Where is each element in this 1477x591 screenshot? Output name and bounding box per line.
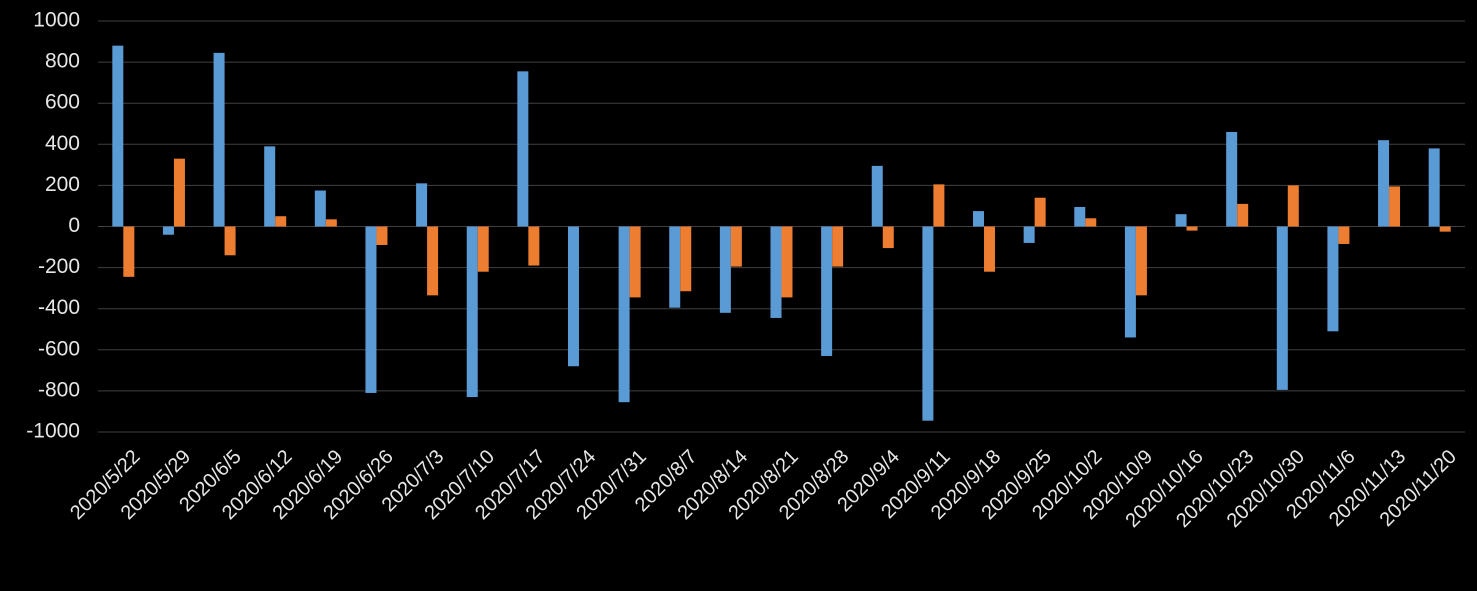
- y-tick-label: -600: [38, 337, 80, 360]
- bar: [477, 226, 489, 272]
- bar: [1124, 226, 1136, 338]
- bar: [669, 226, 681, 308]
- bar: [821, 226, 833, 356]
- bar: [973, 211, 985, 227]
- bar: [1428, 148, 1440, 227]
- bar: [162, 226, 174, 235]
- bar: [213, 52, 225, 227]
- y-tick-label: -200: [38, 255, 80, 278]
- y-tick-label: -1000: [26, 420, 80, 443]
- bar: [264, 146, 276, 227]
- bar: [1034, 197, 1046, 227]
- bar: [730, 226, 742, 267]
- bar: [832, 226, 844, 267]
- bar: [517, 71, 529, 227]
- y-tick-label: 200: [45, 173, 80, 196]
- bar: [1327, 226, 1339, 332]
- bar: [770, 226, 782, 318]
- bar: [112, 45, 124, 227]
- bar: [871, 165, 883, 227]
- y-tick-label: -400: [38, 296, 80, 319]
- bar: [882, 226, 894, 249]
- bar: [719, 226, 731, 313]
- y-tick-label: -800: [38, 378, 80, 401]
- bar: [1226, 131, 1238, 227]
- y-tick-label: 0: [68, 214, 80, 237]
- bar: [1085, 218, 1097, 227]
- bar: [173, 158, 185, 227]
- bar: [1135, 226, 1147, 296]
- y-tick-label: 1000: [33, 9, 80, 32]
- bar: [618, 226, 630, 403]
- bar: [1276, 226, 1288, 390]
- bar: [123, 226, 135, 277]
- bar: [325, 219, 337, 227]
- y-tick-label: 400: [45, 132, 80, 155]
- bar: [427, 226, 439, 296]
- bar: [275, 216, 287, 227]
- bar: [984, 226, 996, 272]
- bar: [1338, 226, 1350, 244]
- bar: [781, 226, 793, 298]
- bar: [1237, 203, 1249, 227]
- bar: [629, 226, 641, 298]
- bar: [416, 183, 428, 227]
- bar: [933, 184, 945, 227]
- bar: [314, 190, 326, 227]
- bar: [1439, 226, 1451, 232]
- bar: [1074, 206, 1086, 227]
- bar: [376, 226, 388, 245]
- bar: [1389, 186, 1401, 227]
- bar: [680, 226, 692, 292]
- bar: [922, 226, 934, 421]
- bar: [528, 226, 540, 266]
- bar: [365, 226, 377, 393]
- bar: [224, 226, 236, 256]
- bar: [567, 226, 579, 367]
- bar: [1186, 226, 1198, 231]
- bar: [466, 226, 478, 398]
- y-tick-label: 800: [45, 50, 80, 73]
- bar: [1175, 214, 1187, 227]
- bar: [1023, 226, 1035, 243]
- y-tick-label: 600: [45, 91, 80, 114]
- bar: [1287, 185, 1299, 227]
- bar: [1378, 140, 1390, 227]
